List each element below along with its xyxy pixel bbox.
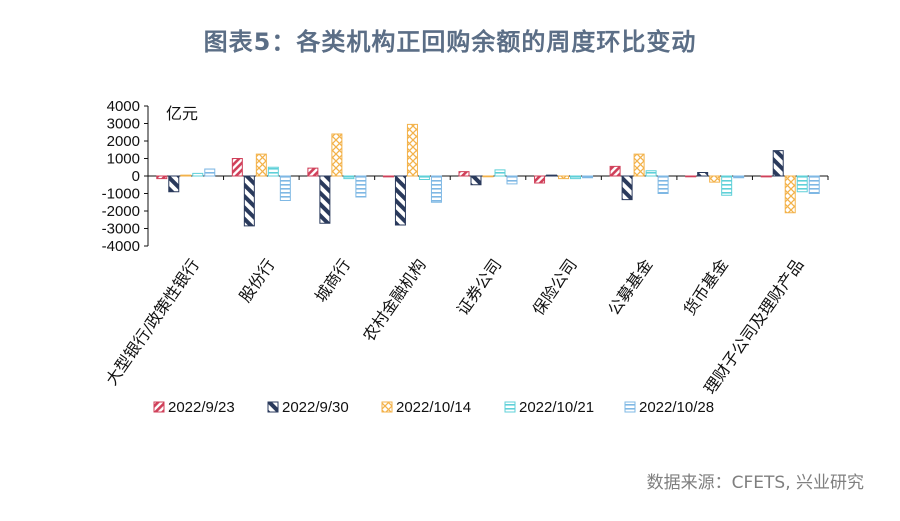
bar-3-7: [633, 153, 645, 177]
bar-4-7: [645, 170, 657, 177]
chart-bars: [156, 123, 820, 227]
chart-legend: 2022/9/23 2022/9/30 2022/10/14 2022/10/21 20…: [153, 399, 714, 416]
legend-label-5: 2022/10/28: [639, 399, 714, 416]
bar-5-6: [582, 175, 594, 179]
unit-label: 亿元: [166, 104, 198, 123]
bar-1-3: [307, 167, 319, 177]
bar-5-7: [657, 175, 669, 194]
bar-4-8: [721, 175, 733, 196]
bar-4-3: [343, 175, 355, 180]
category-label: 保险公司: [529, 255, 581, 318]
bar-1-4: [382, 175, 394, 178]
legend-swatch-3: [381, 401, 393, 413]
category-label: 城商行: [311, 255, 354, 305]
bar-5-5: [506, 175, 518, 185]
bar-3-3: [331, 133, 343, 177]
bar-4-4: [418, 175, 430, 180]
y-tick-label: -4000: [102, 238, 140, 255]
bar-2-2: [243, 175, 255, 227]
legend-label-1: 2022/9/23: [168, 399, 235, 416]
bar-2-1: [168, 175, 180, 193]
y-tick-label: -2000: [102, 203, 140, 220]
bar-1-7: [609, 165, 621, 177]
legend-swatch-5: [624, 401, 636, 413]
bar-1-8: [685, 175, 697, 178]
bar-2-7: [621, 175, 633, 201]
bar-3-8: [709, 175, 721, 183]
category-label: 证券公司: [453, 255, 505, 318]
bar-3-1: [180, 174, 192, 177]
bar-2-6: [546, 174, 558, 177]
bar-5-8: [733, 175, 745, 179]
bar-1-1: [156, 175, 168, 180]
legend-label-4: 2022/10/21: [519, 399, 594, 416]
bar-4-1: [192, 172, 204, 177]
bar-4-6: [570, 175, 582, 180]
y-tick-label: 0: [132, 168, 140, 185]
bar-2-5: [470, 175, 482, 186]
category-label: 农村金融机构: [359, 255, 430, 345]
y-tick-label: -1000: [102, 186, 140, 203]
bar-5-4: [430, 175, 442, 203]
bar-2-4: [394, 175, 406, 226]
y-tick-label: 2000: [107, 133, 140, 150]
bar-4-2: [267, 166, 279, 177]
legend-swatch-1: [153, 401, 165, 413]
legend-swatch-2: [267, 401, 279, 413]
bar-5-9: [808, 175, 820, 194]
bar-3-4: [406, 123, 418, 177]
legend-swatch-4: [504, 401, 516, 413]
y-tick-label: 1000: [107, 151, 140, 168]
chart-labels: 大型银行/政策性银行 股份行 城商行 农村金融机构 证券公司 保险公司 公募基金 货币基金理财…: [102, 255, 808, 397]
bar-1-9: [760, 175, 772, 178]
category-label: 公募基金: [604, 255, 656, 318]
category-label: 股份行: [236, 255, 279, 305]
bar-5-3: [355, 175, 367, 198]
y-tick-label: 3000: [107, 116, 140, 133]
bar-3-6: [558, 175, 570, 180]
legend-label-3: 2022/10/14: [396, 399, 471, 416]
bar-2-9: [772, 150, 784, 177]
bar-4-9: [796, 175, 808, 193]
bar-3-9: [784, 175, 796, 214]
bar-4-5: [494, 169, 506, 177]
bar-3-2: [255, 153, 267, 177]
bar-5-2: [279, 175, 291, 201]
chart-title: 图表5：各类机构正回购余额的周度环比变动: [203, 28, 697, 56]
y-tick-label: 4000: [107, 98, 140, 115]
category-label: 大型银行/政策性银行: [102, 255, 203, 388]
category-label: 货币基金: [680, 255, 732, 318]
bar-1-6: [534, 175, 546, 184]
bar-2-8: [697, 172, 709, 177]
bar-5-1: [204, 168, 216, 177]
y-tick-label: -3000: [102, 221, 140, 238]
bar-2-3: [319, 175, 331, 224]
data-source: 数据来源：CFETS, 兴业研究: [646, 473, 864, 493]
legend-label-2: 2022/9/30: [282, 399, 349, 416]
bar-1-2: [231, 158, 243, 177]
bar-1-5: [458, 171, 470, 177]
bar-3-5: [482, 175, 494, 178]
